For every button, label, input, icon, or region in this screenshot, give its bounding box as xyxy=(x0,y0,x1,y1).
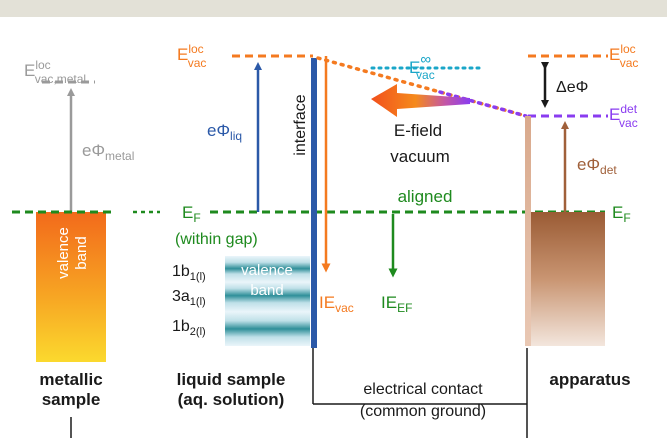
top-rule xyxy=(0,0,667,17)
energy-level-diagram: Eloc vac,metal eΦmetal valenceband metall… xyxy=(12,42,638,438)
within-gap-label: (within gap) xyxy=(175,231,258,248)
metal-valence-band xyxy=(36,212,106,362)
ef-liquid-label: EF xyxy=(182,203,201,225)
efield-arrow xyxy=(371,84,470,117)
efield-label: E-field xyxy=(394,121,442,140)
interface-bar xyxy=(311,58,317,348)
ephi-liq-label: eΦliq xyxy=(207,121,242,143)
liquid-valence-band xyxy=(225,256,310,346)
ef-app-label: EF xyxy=(612,203,631,225)
apparatus-caption: apparatus xyxy=(549,370,630,389)
vacuum-level-gradient-tail xyxy=(438,90,528,118)
orbital-1b2-label: 1b2(l) xyxy=(172,318,206,338)
metallic-sample-caption: metallic sample xyxy=(39,370,102,409)
delta-ephi-label: ΔeΦ xyxy=(556,79,588,96)
apparatus-edge-bar xyxy=(525,116,531,346)
ie-vac-label: IEvac xyxy=(319,293,354,315)
liquid-band-label: valence band xyxy=(241,262,293,299)
electrical-contact-label: electrical contact (common ground) xyxy=(360,381,486,420)
evac-det-label: Edet vac xyxy=(609,102,638,130)
orbital-1b1-label: 1b1(l) xyxy=(172,263,206,283)
liquid-sample-caption: liquid sample (aq. solution) xyxy=(177,370,286,409)
interface-label: interface xyxy=(292,94,309,155)
evac-loc-app-label: Eloc vac xyxy=(609,42,638,70)
evac-infinity-label: E∞ vac xyxy=(409,51,435,82)
ephi-metal-label: eΦmetal xyxy=(82,141,134,163)
ephi-det-label: eΦdet xyxy=(577,155,617,177)
metal-band-label: valenceband xyxy=(55,227,90,279)
evac-loc-metal-label: Eloc vac,metal xyxy=(24,58,86,86)
orbital-3a1-label: 3a1(l) xyxy=(172,288,206,308)
aligned-label: aligned xyxy=(398,187,453,206)
vacuum-label: vacuum xyxy=(390,147,450,166)
apparatus-band xyxy=(531,212,605,346)
ie-ef-label: IEEF xyxy=(381,293,412,315)
evac-loc-liquid-label: Eloc vac xyxy=(177,42,206,70)
